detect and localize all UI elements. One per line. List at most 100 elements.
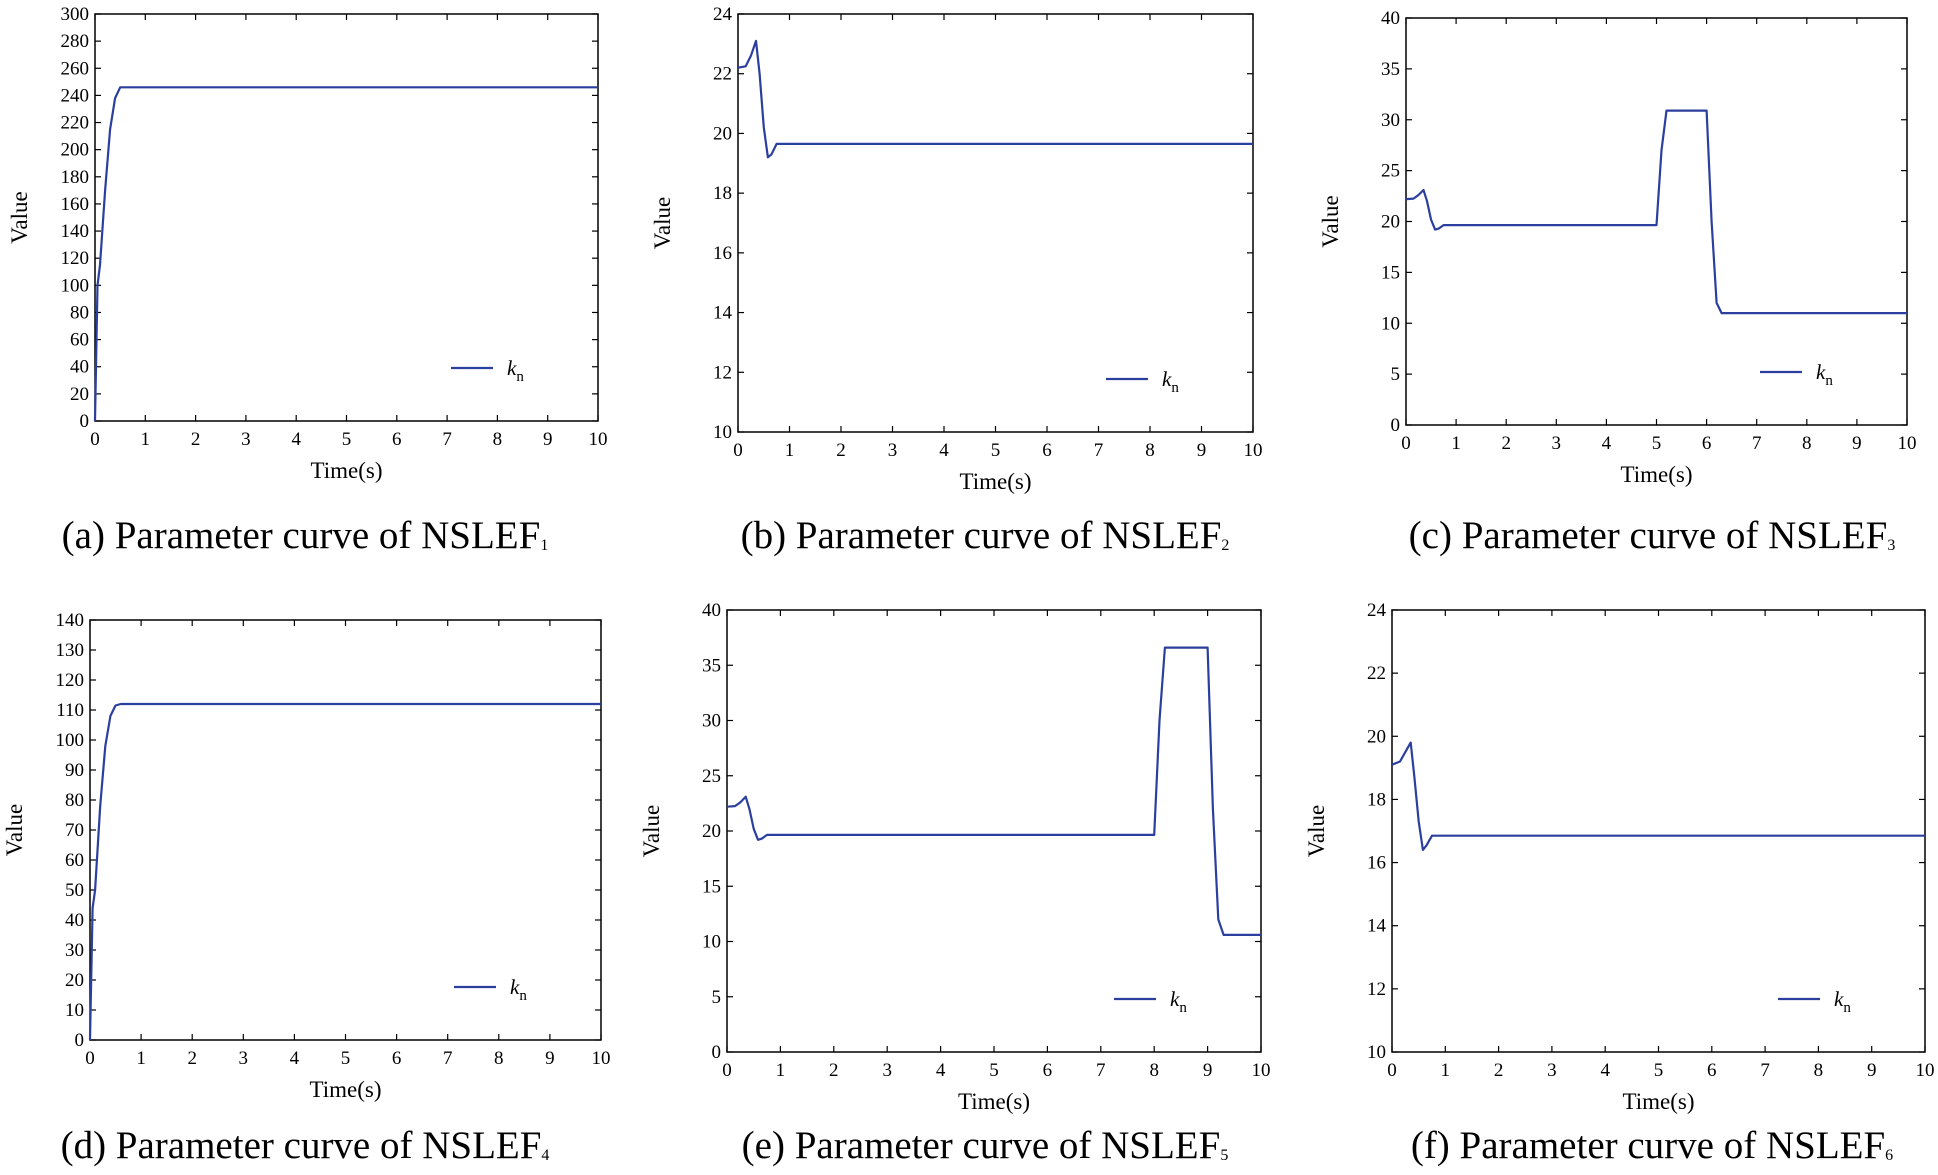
panel-caption: (d) Parameter curve of NSLEF4 xyxy=(61,1124,550,1167)
y-tick-label: 12 xyxy=(713,362,732,383)
y-tick-label: 200 xyxy=(61,140,90,161)
x-tick-label: 8 xyxy=(1814,1060,1824,1081)
y-tick-label: 120 xyxy=(61,248,90,269)
y-tick-label: 25 xyxy=(1381,161,1400,182)
y-tick-label: 20 xyxy=(65,970,84,991)
y-tick-label: 30 xyxy=(702,711,721,732)
x-tick-label: 1 xyxy=(1451,433,1461,454)
y-tick-label: 240 xyxy=(61,85,90,106)
x-tick-label: 2 xyxy=(191,429,201,450)
chart-panel-5: 0 1 2 3 4 5 6 7 8 9 10 0 5 10 15 20 25 30 35 40 Time(s) Value… xyxy=(639,600,1271,1167)
x-tick-label: 4 xyxy=(1600,1060,1610,1081)
y-tick-label: 30 xyxy=(65,940,84,961)
x-tick-label: 0 xyxy=(722,1060,732,1081)
legend-label: kn xyxy=(507,356,524,385)
x-tick-label: 5 xyxy=(342,429,352,450)
y-tick-label: 70 xyxy=(65,820,84,841)
x-tick-label: 2 xyxy=(1494,1060,1504,1081)
x-tick-label: 2 xyxy=(187,1048,197,1069)
series-line-kn xyxy=(1391,741,1925,851)
panel-caption: (a) Parameter curve of NSLEF1 xyxy=(62,514,549,557)
x-tick-label: 4 xyxy=(939,440,949,461)
chart-panel-4: 0 1 2 3 4 5 6 7 8 9 100102030405060708090100110120… xyxy=(2,610,611,1167)
y-tick-label: 160 xyxy=(61,194,90,215)
x-tick-label: 9 xyxy=(1203,1060,1213,1081)
chart-panel-2: 0 1 2 3 4 5 6 7 8 9 101012141618202224Time(s)Value… xyxy=(650,4,1263,557)
y-tick-label: 0 xyxy=(75,1030,85,1051)
panel-caption: (b) Parameter curve of NSLEF2 xyxy=(741,514,1230,557)
x-tick-label: 8 xyxy=(494,1048,504,1069)
series-line-kn xyxy=(93,86,598,422)
y-tick-label: 60 xyxy=(70,330,89,351)
x-tick-label: 5 xyxy=(341,1048,351,1069)
x-tick-label: 3 xyxy=(1552,433,1562,454)
x-tick-label: 3 xyxy=(1547,1060,1557,1081)
x-tick-label: 1 xyxy=(141,429,151,450)
y-tick-label: 10 xyxy=(713,422,732,443)
y-axis-label: Value xyxy=(1318,195,1343,247)
y-axis-label: Value xyxy=(639,805,664,857)
y-tick-label: 18 xyxy=(713,183,732,204)
x-tick-label: 10 xyxy=(592,1048,611,1069)
x-tick-label: 5 xyxy=(991,440,1001,461)
y-tick-label: 15 xyxy=(702,876,721,897)
y-axis-label: Value xyxy=(2,804,27,856)
x-tick-label: 8 xyxy=(493,429,503,450)
x-axis-label: Time(s) xyxy=(958,1089,1030,1114)
y-tick-label: 0 xyxy=(712,1042,722,1063)
y-tick-label: 90 xyxy=(65,760,84,781)
y-tick-label: 24 xyxy=(1367,600,1387,621)
x-tick-label: 8 xyxy=(1802,433,1812,454)
x-tick-label: 6 xyxy=(1702,433,1712,454)
panel-caption: (c) Parameter curve of NSLEF3 xyxy=(1409,514,1896,557)
y-tick-label: 10 xyxy=(1381,313,1400,334)
y-tick-label: 22 xyxy=(1367,663,1386,684)
x-tick-label: 1 xyxy=(136,1048,146,1069)
x-tick-label: 2 xyxy=(829,1060,839,1081)
x-tick-label: 9 xyxy=(543,429,553,450)
y-tick-label: 0 xyxy=(80,411,90,432)
x-axis-label: Time(s) xyxy=(310,1077,382,1102)
x-tick-label: 2 xyxy=(1501,433,1511,454)
x-axis-label: Time(s) xyxy=(1623,1089,1695,1114)
x-tick-label: 3 xyxy=(882,1060,892,1081)
x-tick-label: 10 xyxy=(1252,1060,1271,1081)
x-tick-label: 7 xyxy=(1752,433,1762,454)
y-tick-label: 60 xyxy=(65,850,84,871)
x-tick-label: 8 xyxy=(1149,1060,1159,1081)
y-tick-label: 14 xyxy=(1367,916,1387,937)
y-tick-label: 10 xyxy=(65,1000,84,1021)
y-tick-label: 260 xyxy=(61,58,90,79)
y-tick-label: 10 xyxy=(702,932,721,953)
y-tick-label: 80 xyxy=(65,790,84,811)
x-tick-label: 5 xyxy=(1654,1060,1664,1081)
y-tick-label: 24 xyxy=(713,4,733,25)
x-tick-label: 10 xyxy=(1916,1060,1935,1081)
x-axis-label: Time(s) xyxy=(311,458,383,483)
x-tick-label: 7 xyxy=(1096,1060,1106,1081)
y-tick-label: 100 xyxy=(56,730,85,751)
plot-frame xyxy=(89,619,602,1041)
y-tick-label: 16 xyxy=(1367,853,1386,874)
x-tick-label: 3 xyxy=(239,1048,249,1069)
y-axis-label: Value xyxy=(7,191,32,243)
x-tick-label: 0 xyxy=(90,429,100,450)
y-tick-label: 25 xyxy=(702,766,721,787)
x-tick-label: 9 xyxy=(1197,440,1207,461)
x-tick-label: 2 xyxy=(836,440,846,461)
legend-label: kn xyxy=(1834,987,1851,1016)
plot-frame xyxy=(1391,609,1926,1053)
y-tick-label: 110 xyxy=(56,700,84,721)
x-tick-label: 10 xyxy=(1898,433,1917,454)
x-tick-label: 3 xyxy=(888,440,898,461)
panel-caption: (f) Parameter curve of NSLEF6 xyxy=(1411,1124,1893,1167)
plot-frame xyxy=(94,13,599,422)
x-tick-label: 0 xyxy=(1401,433,1411,454)
x-tick-label: 1 xyxy=(776,1060,786,1081)
x-tick-label: 4 xyxy=(1602,433,1612,454)
y-tick-label: 35 xyxy=(702,655,721,676)
chart-panel-1: 0 1 2 3 4 5 6 7 8 9 100204060801001201401601802002… xyxy=(7,4,608,557)
x-tick-label: 9 xyxy=(545,1048,555,1069)
x-tick-label: 1 xyxy=(785,440,795,461)
